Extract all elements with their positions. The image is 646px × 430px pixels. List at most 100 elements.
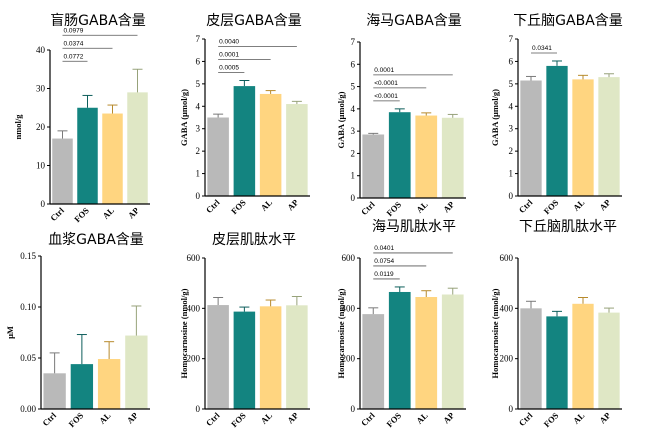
bar-ap <box>598 77 620 196</box>
x-tick-label: AP <box>441 199 456 214</box>
chart-panel-3: 海马GABA含量 GABA (μmol/g) Ctrl FOS AL AP 0 1 2 3 4 5 6 7… <box>336 13 466 218</box>
y-tick-label: 200 <box>500 354 514 364</box>
y-tick-label: 200 <box>187 354 201 364</box>
p-value-label: 0.0374 <box>64 40 84 47</box>
y-tick-label: 0 <box>351 193 356 203</box>
x-tick-label: AL <box>414 410 430 426</box>
x-tick-label: Ctrl <box>48 205 66 223</box>
x-tick-label: AL <box>571 197 587 213</box>
y-tick-label: 0 <box>509 404 514 414</box>
x-tick-label: AP <box>441 410 456 425</box>
bar-fos <box>546 316 568 409</box>
bar-ap <box>441 117 464 198</box>
bar-ap <box>127 92 148 204</box>
p-value-label: 0.0005 <box>219 64 239 71</box>
chart-panel-1: 盲肠GABA含量 nmol/g Ctrl FOS AL AP 0 10 20 30 40 0.0772… <box>13 12 150 224</box>
p-value-label: 0.0401 <box>374 245 394 252</box>
bar-ap <box>286 104 308 196</box>
panel-title: 皮层GABA含量 <box>206 13 302 29</box>
y-tick-label: 7 <box>351 37 356 47</box>
x-tick-label: Ctrl <box>204 410 222 428</box>
x-tick-label: Ctrl <box>359 199 377 217</box>
bar-ctrl <box>43 373 66 409</box>
y-tick-label: 7 <box>509 34 514 44</box>
x-tick-label: FOS <box>384 199 403 218</box>
y-axis-label: Homocarnosine (nmol/g) <box>179 288 189 378</box>
p-value-label: <0.0001 <box>374 93 398 100</box>
y-tick-label: 10 <box>36 161 46 171</box>
chart-panel-2: 皮层GABA含量 GABA (μmol/g) Ctrl FOS AL AP 0 1 2 3 4 5 6 7… <box>179 13 310 216</box>
bar-al <box>259 306 282 409</box>
chart-panel-8: 下丘脑肌肽水平 Homocarnosine (nmol/g) Ctrl FOS AL AP… <box>490 219 622 429</box>
bar-al <box>572 79 594 196</box>
y-tick-label: 4 <box>196 101 201 111</box>
bar-ctrl <box>362 134 385 198</box>
panel-title: 海马肌肽水平 <box>372 219 456 235</box>
y-tick-label: 4 <box>509 101 514 111</box>
y-tick-label: 1 <box>351 171 356 181</box>
chart-panel-7: 海马肌肽水平 Homocarnosine (nmol/g) Ctrl FOS AL AP 0… <box>336 219 466 429</box>
y-tick-label: 6 <box>509 56 514 66</box>
y-tick-label: 20 <box>36 122 46 132</box>
x-tick-label: FOS <box>384 410 403 429</box>
chart-panel-5: 血浆GABA含量 μM Ctrl FOS AL AP 0.00 0.05 0.10 0.15 <box>5 232 150 429</box>
chart-panel-6: 皮层肌肽水平 Homocarnosine (nmol/g) Ctrl FOS AL AP 0… <box>179 232 310 429</box>
y-tick-label: 600 <box>342 253 356 263</box>
y-tick-label: 0 <box>509 191 514 201</box>
bar-fos <box>233 86 256 196</box>
bar-fos <box>388 291 411 409</box>
y-tick-label: 0 <box>196 404 201 414</box>
x-tick-label: FOS <box>229 410 248 429</box>
bar-al <box>259 93 282 196</box>
bar-fos <box>388 112 411 198</box>
y-tick-label: 40 <box>36 45 46 55</box>
y-tick-label: 0.00 <box>20 404 36 414</box>
x-tick-label: FOS <box>72 205 91 224</box>
p-value-label: 0.0001 <box>374 67 394 74</box>
p-value-label: 0.0119 <box>374 271 394 278</box>
panel-title: 盲肠GABA含量 <box>50 12 146 29</box>
x-tick-label: AL <box>571 410 587 426</box>
x-tick-label: AL <box>100 205 116 221</box>
panel-title: 海马GABA含量 <box>366 13 462 29</box>
bar-fos <box>546 65 568 197</box>
y-tick-label: 2 <box>196 146 201 156</box>
y-axis-label: GABA (μmol/g) <box>179 89 189 146</box>
bar-ap <box>286 305 308 409</box>
x-tick-label: AL <box>97 410 113 426</box>
bar-al <box>572 303 594 409</box>
x-tick-label: AL <box>259 410 275 426</box>
x-tick-label: AL <box>414 199 430 215</box>
bar-ctrl <box>52 138 73 204</box>
y-axis-label: nmol/g <box>13 114 23 140</box>
chart-panel-4: 下丘脑GABA含量 GABA (μmol/g) Ctrl FOS AL AP 0 1 2 3 4 5 6… <box>490 13 623 216</box>
y-tick-label: 7 <box>196 34 201 44</box>
x-tick-label: AP <box>125 410 140 425</box>
y-tick-label: 400 <box>187 303 201 313</box>
y-tick-label: 2 <box>509 146 514 156</box>
bar-ctrl <box>362 314 385 409</box>
y-tick-label: 600 <box>187 253 201 263</box>
y-tick-label: 6 <box>196 56 201 66</box>
x-tick-label: AP <box>597 410 612 425</box>
panel-title: 血浆GABA含量 <box>48 232 144 248</box>
y-tick-label: 6 <box>351 59 356 69</box>
y-tick-label: 5 <box>351 82 356 92</box>
x-tick-label: FOS <box>542 197 561 216</box>
bar-ctrl <box>207 117 229 196</box>
y-tick-label: 1 <box>196 169 201 179</box>
p-value-label: 0.0754 <box>374 258 394 265</box>
x-tick-label: Ctrl <box>359 410 377 428</box>
p-value-label: 0.0040 <box>219 38 239 45</box>
y-axis-label: Homocarnosine (nmol/g) <box>490 288 500 378</box>
p-value-label: 0.0001 <box>219 51 239 58</box>
y-axis-label: GABA (μmol/g) <box>490 89 500 146</box>
bar-al <box>97 359 121 409</box>
y-tick-label: 0.05 <box>20 353 36 363</box>
x-tick-label: Ctrl <box>517 197 535 215</box>
x-tick-label: Ctrl <box>517 410 535 428</box>
bar-al <box>415 297 438 409</box>
y-tick-label: 5 <box>196 79 201 89</box>
y-tick-label: 0 <box>41 199 46 209</box>
y-tick-label: 400 <box>500 303 514 313</box>
